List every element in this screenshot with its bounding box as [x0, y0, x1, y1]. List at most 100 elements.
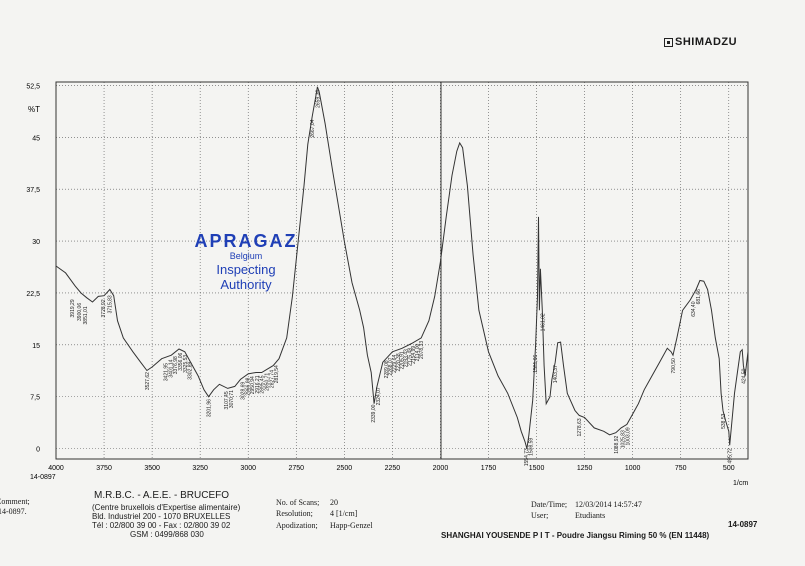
- sample-description: SHANGHAI YOUSENDE P I T - Poudre Jiangsu…: [441, 531, 710, 540]
- peak-wavenumber-label: 3107,45: [224, 391, 230, 409]
- peak-wavenumber-label: 2078,33: [419, 341, 425, 359]
- lab-phone: Tél : 02/800 39 00 - Fax : 02/800 39 02: [92, 521, 231, 530]
- lab-address: Bld. Industriel 200 - 1070 BRUXELLES: [92, 512, 231, 521]
- x-tick-label: 2250: [385, 465, 401, 472]
- peak-wavenumber-label: 3919,29: [70, 299, 76, 317]
- peak-wavenumber-label: 2268,07: [388, 357, 394, 375]
- peak-wavenumber-label: 3201,96: [207, 399, 213, 417]
- shimadzu-logo-icon: [664, 37, 673, 47]
- y-tick-label: 45: [32, 135, 40, 142]
- x-tick-label: 1750: [481, 465, 497, 472]
- peak-wavenumber-label: 1025,83: [621, 430, 627, 448]
- peak-wavenumber-label: 3851,01: [83, 306, 89, 324]
- stamp-line1: Inspecting: [216, 262, 276, 277]
- peak-wavenumber-label: 2659,36: [315, 90, 321, 108]
- peak-wavenumber-label: 3356,06: [178, 352, 184, 370]
- scans-label: No. of Scans;: [276, 498, 320, 507]
- peak-wavenumber-label: 2220,38: [396, 353, 402, 371]
- y-tick-label: 0: [36, 447, 40, 454]
- peak-wavenumber-label: 2916,21: [255, 375, 261, 393]
- peak-wavenumber-label: 1461,02: [540, 313, 546, 331]
- y-tick-label: 7,5: [30, 395, 40, 402]
- peak-wavenumber-label: 1501,66: [533, 355, 539, 373]
- y-tick-label: 37,5: [26, 187, 40, 194]
- stamp-title: APRAGAZ: [194, 231, 298, 251]
- peak-wavenumber-label: 1278,63: [577, 418, 583, 436]
- peak-wavenumber-label: 2850,71: [265, 373, 271, 391]
- brand-name: SHIMADZU: [675, 36, 738, 48]
- peak-wavenumber-label: 1508,59: [528, 438, 534, 456]
- inspection-stamp: APRAGAZ Belgium Inspecting Authority: [186, 232, 306, 291]
- peak-wavenumber-label: 1088,92: [614, 435, 620, 453]
- peak-wavenumber-label: 3421,95: [164, 363, 170, 381]
- chart-grid: [55, 82, 748, 459]
- comment-label: Comment;: [0, 497, 30, 506]
- comment-value: 14-0897.: [0, 507, 27, 516]
- peak-wavenumber-label: 681,66: [696, 289, 702, 305]
- peak-wavenumber-label: 2289,08: [384, 360, 390, 378]
- user-value: Etudiants: [575, 511, 606, 520]
- peak-wavenumber-label: 3900,06: [77, 303, 83, 321]
- peak-wavenumber-label: 2205,91: [400, 351, 406, 369]
- sample-id: 14-0897: [728, 520, 758, 529]
- peak-wavenumber-label: 495,72: [728, 448, 734, 464]
- x-tick-label: 500: [723, 465, 735, 472]
- y-axis-label: %T: [28, 105, 40, 114]
- y-tick-label: 52,5: [26, 83, 40, 90]
- y-tick-labels: 52,5 45 37,5 30 22,5 15 7,5 0: [26, 83, 40, 453]
- peak-wavenumber-label: 2114,00: [415, 343, 421, 361]
- x-tick-label: 2500: [337, 465, 353, 472]
- lab-gsm: GSM : 0499/868 030: [130, 530, 204, 539]
- spectrum-id-label: 14-0897: [30, 474, 56, 481]
- x-tick-label: 1500: [529, 465, 545, 472]
- transmittance-series-line: [55, 86, 749, 449]
- peak-wavenumber-label: 2175,48: [407, 348, 413, 366]
- y-tick-label: 30: [32, 239, 40, 246]
- y-tick-label: 15: [32, 343, 40, 350]
- peak-wavenumber-label: 2827,74: [269, 370, 275, 388]
- peak-wavenumber-label: 2229,64: [392, 355, 398, 373]
- peak-wavenumber-label: 3728,92: [101, 299, 107, 317]
- peak-wavenumber-label: 790,50: [671, 358, 677, 374]
- peak-wavenumber-label: 2950,94: [250, 376, 256, 394]
- plot-frame: [55, 81, 749, 460]
- peak-wavenumber-label: 3070,71: [229, 390, 235, 408]
- peak-wavenumber-label: 538,53: [721, 413, 727, 429]
- datetime-label: Date/Time;: [531, 500, 568, 509]
- lab-description: (Centre bruxellois d'Expertise alimentai…: [92, 503, 241, 512]
- peak-wavenumber-label: 3527,62: [145, 372, 151, 390]
- datetime-value: 12/03/2014 14:57:47: [575, 500, 642, 509]
- peak-wavenumber-label: 3715,83: [107, 295, 113, 313]
- peak-wavenumber-label: 3302,89: [187, 361, 193, 379]
- y-tick-label: 22,5: [26, 291, 40, 298]
- stamp-line2: Authority: [220, 277, 272, 292]
- peak-wavenumber-label: 1554,73: [524, 448, 530, 466]
- x-tick-label: 1250: [577, 465, 593, 472]
- apodization-label: Apodization;: [276, 521, 318, 530]
- peak-wavenumber-label: 424,50: [741, 368, 747, 384]
- peak-wavenumber-label: 2339,00: [371, 404, 377, 422]
- peak-wavenumber-label: 2966,98: [245, 377, 251, 395]
- peak-wavenumber-label: 2667,04: [310, 119, 316, 137]
- scans-value: 20: [330, 498, 338, 507]
- apodization-value: Happ-Genzel: [330, 521, 373, 530]
- peak-wavenumber-label: 2895,45: [260, 375, 266, 393]
- brand-logo: SHIMADZU: [664, 36, 737, 48]
- x-tick-label: 750: [675, 465, 687, 472]
- x-tick-label: 3500: [144, 465, 160, 472]
- peak-wavenumber-label: 2193,43: [404, 349, 410, 367]
- lab-name: M.R.B.C. - A.E.E. - BRUCEFO: [94, 490, 230, 501]
- stamp-country: Belgium: [229, 251, 263, 261]
- peak-wavenumber-label: 3401,14: [168, 359, 174, 377]
- peak-wavenumber-label: 634,40: [691, 301, 697, 317]
- peak-wavenumber-label: 2819,54: [274, 365, 280, 383]
- peak-wavenumber-label: 1003,09: [625, 427, 631, 445]
- peak-wavenumber-label: 3028,69: [241, 382, 247, 400]
- x-tick-label: 3250: [192, 465, 208, 472]
- peak-wavenumber-label: 3325,53: [183, 355, 189, 373]
- peak-labels: 3919,29 3900,06 3851,01 3728,92 3715,83 3527,…: [70, 90, 747, 467]
- resolution-label: Resolution;: [276, 509, 313, 518]
- resolution-value: 4 [1/cm]: [330, 509, 358, 518]
